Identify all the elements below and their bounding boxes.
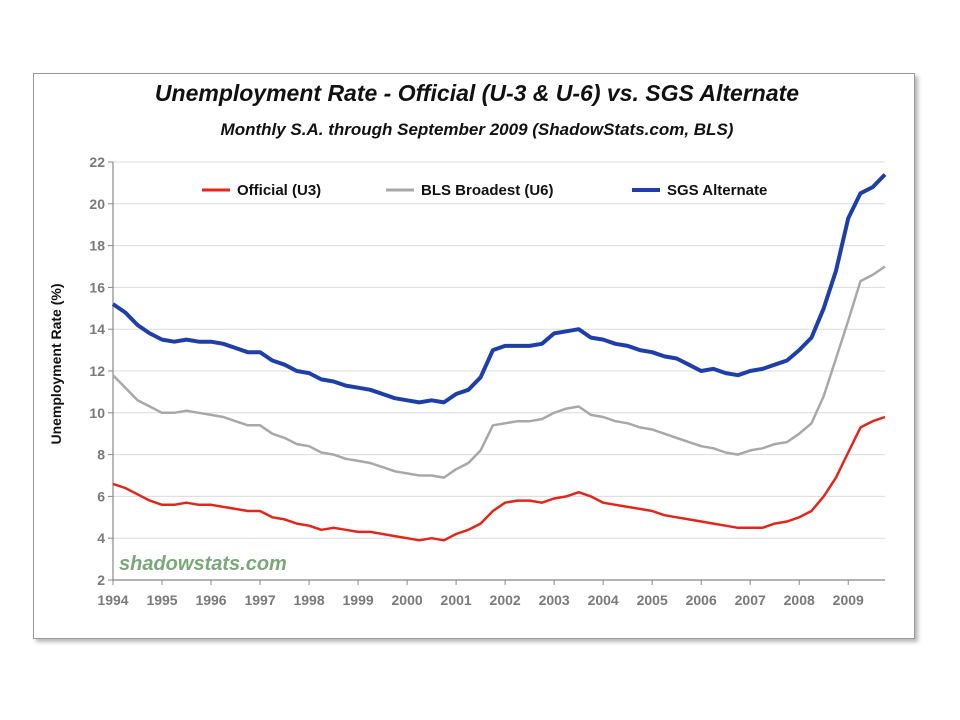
series-line-0 (112, 415, 886, 542)
y-tick-label: 4 (97, 530, 105, 546)
x-tick-label: 1998 (293, 592, 324, 608)
x-tick-label: 2004 (588, 592, 619, 608)
y-tick-label: 10 (89, 405, 105, 421)
y-tick-labels: 2 4 6 8 10 12 14 16 18 20 22 (89, 154, 105, 588)
y-tick-label: 8 (97, 447, 105, 463)
y-tick-label: 18 (89, 238, 105, 254)
legend-label-2: SGS Alternate (667, 182, 767, 199)
y-tick-label: 2 (97, 572, 105, 588)
x-tick-label: 1997 (244, 592, 275, 608)
x-tick-label: 1999 (343, 592, 374, 608)
series-lines (111, 173, 887, 542)
legend: Official (U3) BLS Broadest (U6) SGS Altern… (202, 182, 767, 199)
y-tick-label: 6 (97, 488, 105, 504)
x-tick-label: 2005 (637, 592, 668, 608)
x-tick-labels: 1994 1995 1996 1997 1998 1999 2000 2001 2002 2003… (97, 592, 864, 608)
x-tick-label: 2002 (490, 592, 521, 608)
series-line-1 (112, 265, 886, 479)
x-tick-label: 2003 (539, 592, 570, 608)
axes (108, 161, 885, 585)
x-tick-label: 2009 (833, 592, 864, 608)
y-tick-label: 16 (89, 279, 105, 295)
x-tick-label: 2006 (686, 592, 717, 608)
y-tick-label: 14 (89, 321, 105, 337)
legend-label-1: BLS Broadest (U6) (421, 182, 554, 199)
chart-title: Unemployment Rate - Official (U-3 & U-6)… (155, 80, 799, 106)
y-axis-label: Unemployment Rate (%) (48, 283, 64, 444)
x-tick-label: 1994 (97, 592, 128, 608)
x-tick-label: 2007 (735, 592, 766, 608)
legend-label-0: Official (U3) (237, 182, 321, 199)
x-tick-label: 1996 (195, 592, 226, 608)
watermark: shadowstats.com (119, 553, 287, 575)
y-tick-label: 20 (89, 196, 105, 212)
x-tick-label: 2000 (392, 592, 423, 608)
line-chart: Unemployment Rate - Official (U-3 & U-6)… (48, 80, 887, 608)
series-line-2 (111, 173, 887, 405)
chart-frame: Unemployment Rate - Official (U-3 & U-6)… (33, 73, 915, 639)
grid-lines (113, 161, 885, 539)
chart-subtitle: Monthly S.A. through September 2009 (Sha… (221, 120, 734, 139)
x-tick-label: 2008 (784, 592, 815, 608)
x-tick-label: 2001 (441, 592, 472, 608)
x-tick-label: 1995 (146, 592, 177, 608)
y-tick-label: 22 (89, 154, 105, 170)
y-tick-label: 12 (89, 363, 105, 379)
